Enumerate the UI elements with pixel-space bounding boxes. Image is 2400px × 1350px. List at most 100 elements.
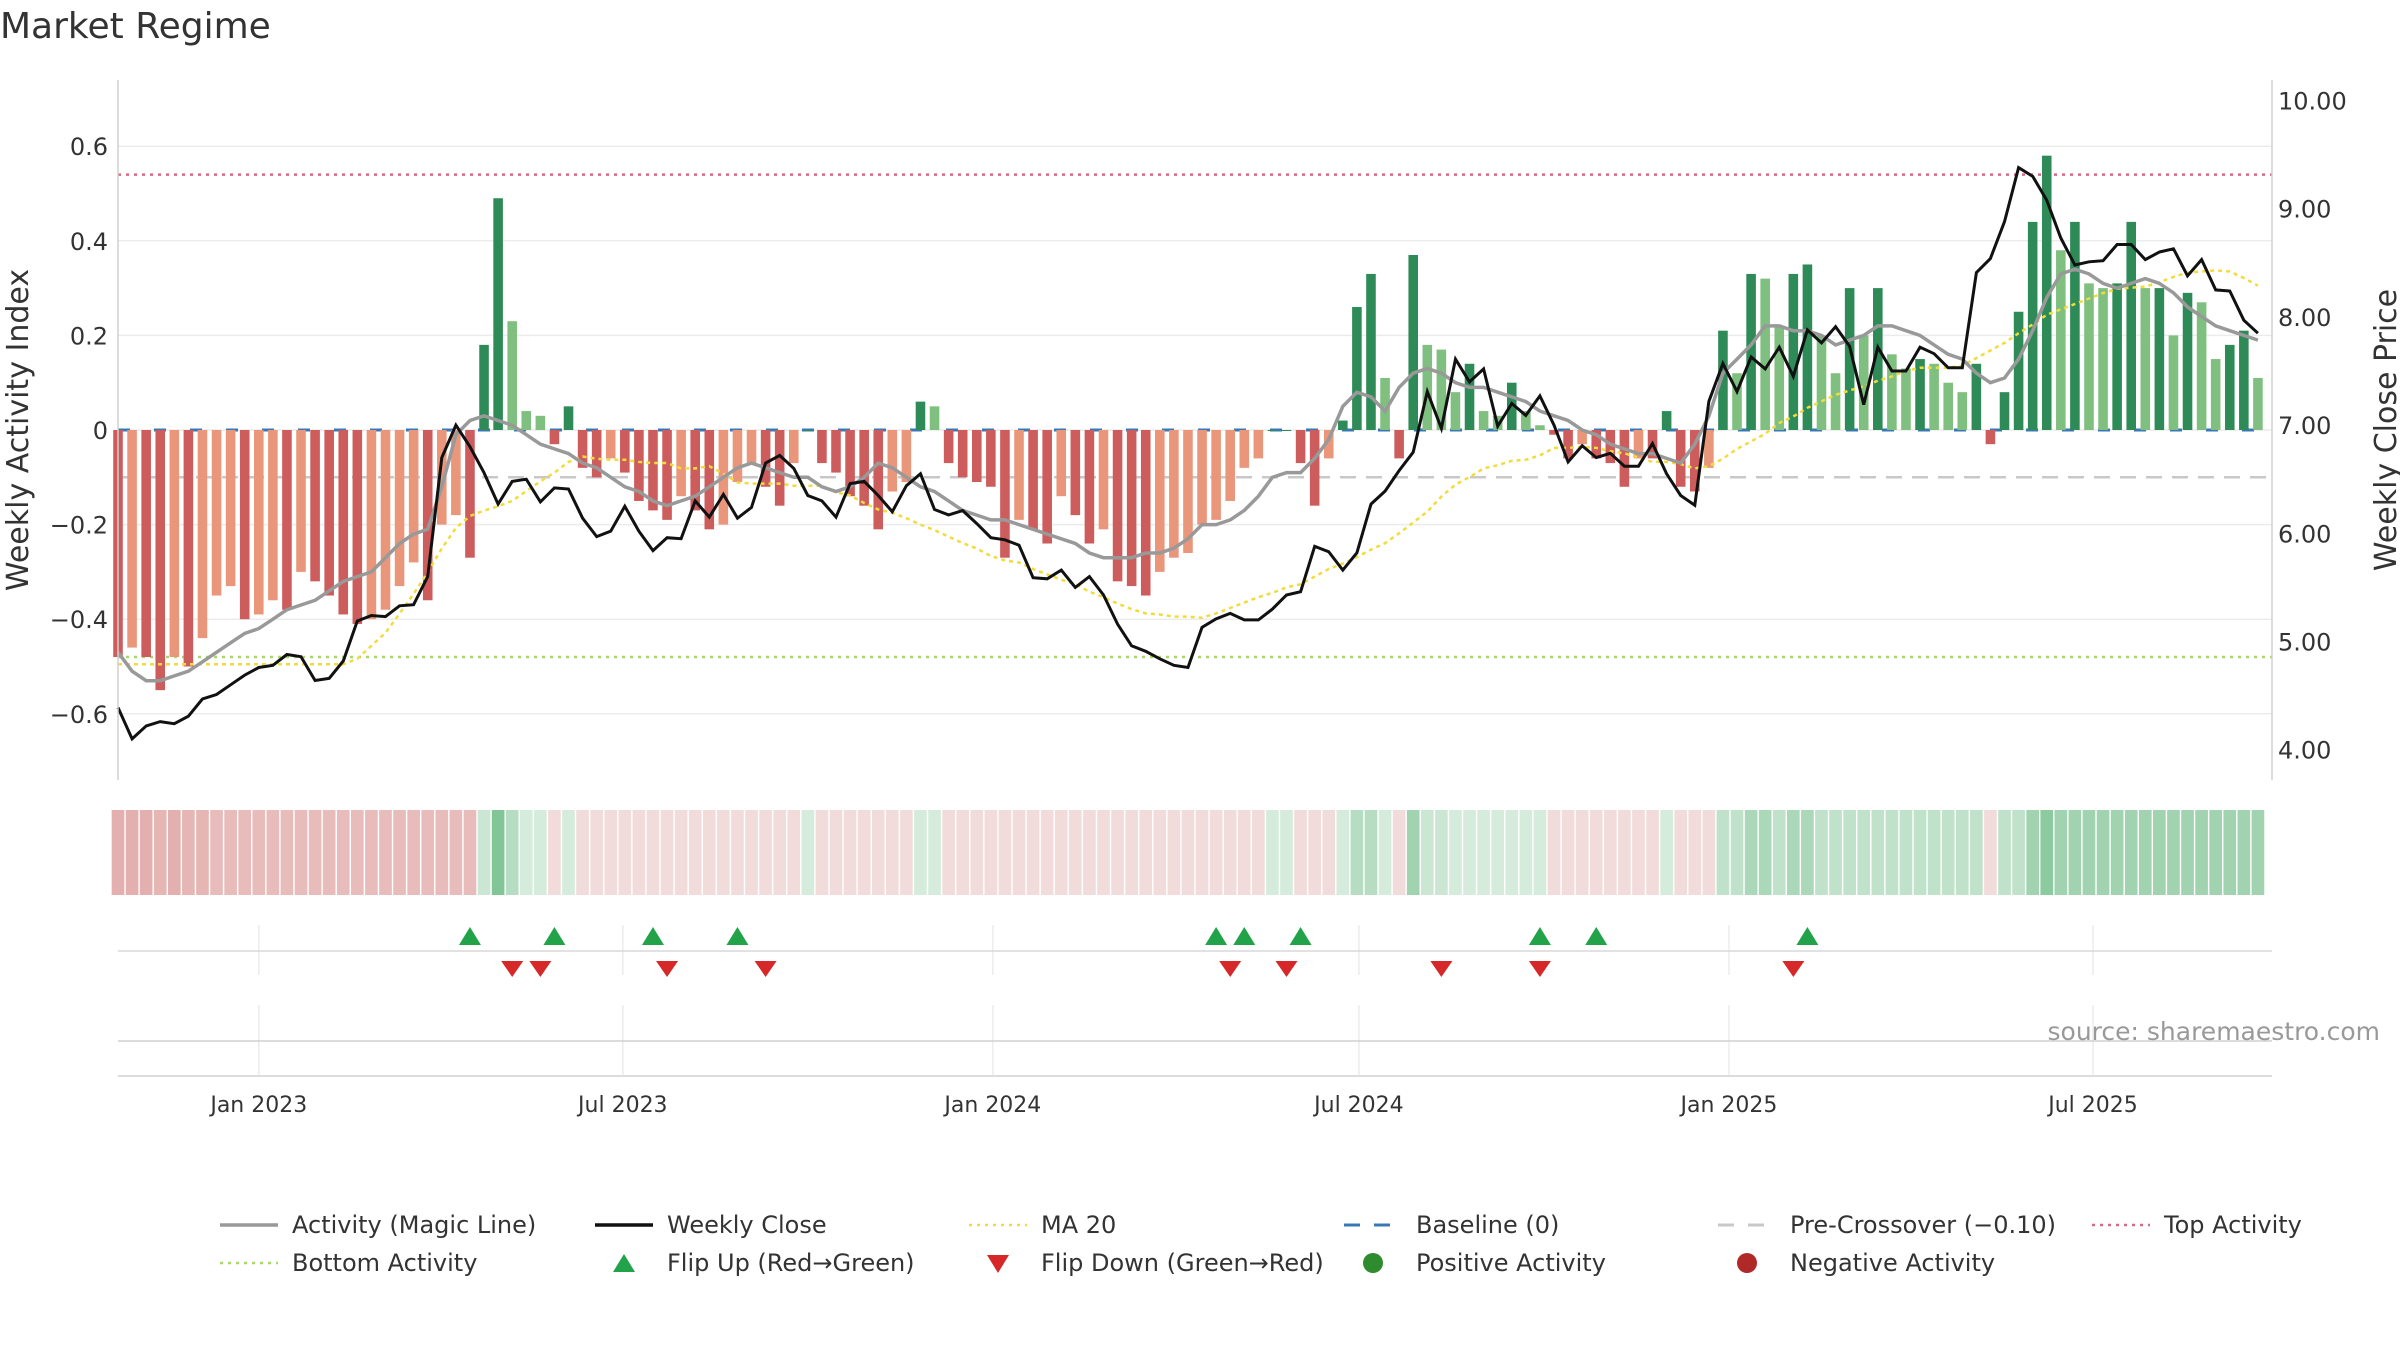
regime-strip-cell [1561, 810, 1575, 895]
source-note: source: sharemaestro.com [2048, 1017, 2381, 1046]
activity-bar [1689, 430, 1700, 492]
regime-strip-cell [393, 810, 406, 895]
activity-bar [380, 430, 391, 610]
activity-bar [1915, 359, 1925, 430]
activity-bar [1112, 430, 1123, 582]
regime-strip [111, 810, 2265, 895]
activity-bar [465, 430, 475, 558]
regime-strip-cell [2223, 810, 2237, 895]
activity-bar [704, 430, 715, 530]
activity-bar [127, 430, 137, 648]
flip-down-marker [1219, 961, 1242, 977]
activity-bar [310, 430, 320, 582]
series-lines [116, 165, 2259, 742]
activity-bar [1478, 411, 1489, 430]
regime-strip-cell [900, 810, 913, 895]
regime-strip-cell [2082, 810, 2096, 895]
regime-strip-cell [111, 810, 125, 895]
activity-bar [1633, 430, 1644, 459]
activity-bar [1901, 368, 1911, 430]
activity-bar [2140, 288, 2151, 430]
regime-strip-cell [1899, 810, 1913, 895]
regime-strip-cell [2124, 810, 2138, 895]
regime-strip-cell [618, 810, 632, 895]
regime-strip-cell [1660, 810, 1673, 895]
regime-strip-cell [1012, 810, 1026, 895]
regime-strip-cell [1955, 810, 1969, 895]
regime-strip-cell [759, 810, 772, 895]
activity-bar [845, 430, 855, 497]
activity-bar [268, 430, 278, 601]
regime-strip-cell [632, 810, 646, 895]
activity-bar [2239, 330, 2249, 430]
regime-strip-cell [1970, 810, 1983, 895]
activity-bar [817, 430, 827, 464]
activity-bar [408, 430, 419, 563]
activity-bar [1999, 392, 2010, 430]
legend-item: Pre-Crossover (−0.10) [1718, 1211, 2056, 1239]
activity-bar [211, 430, 222, 596]
activity-bar [1352, 307, 1362, 430]
regime-strip-cell [2068, 810, 2082, 895]
regime-strip-cell [519, 810, 533, 895]
activity-bar [2253, 377, 2263, 430]
activity-bar [352, 430, 363, 624]
legend-label: Pre-Crossover (−0.10) [1790, 1211, 2056, 1239]
regime-strip-cell [1209, 810, 1223, 895]
activity-bar [1450, 392, 1461, 430]
regime-strip-cell [857, 810, 871, 895]
activity-bar [620, 430, 630, 473]
regime-strip-cell [435, 810, 449, 895]
regime-strip-cell [1125, 810, 1138, 895]
x-tick-label: Jul 2025 [2046, 1093, 2138, 1118]
activity-bar [1140, 430, 1151, 596]
legend-label: Negative Activity [1790, 1249, 1995, 1277]
regime-strip-cell [590, 810, 604, 895]
circle-icon [1363, 1253, 1383, 1273]
regime-strip-cell [773, 810, 787, 895]
flip-down-marker [1528, 961, 1551, 977]
y2-tick-label: 9.00 [2278, 196, 2331, 224]
regime-strip-cell [252, 810, 266, 895]
regime-strip-cell [2110, 810, 2124, 895]
activity-bar [2182, 292, 2193, 430]
regime-strip-cell [1885, 810, 1899, 895]
activity-bar [591, 430, 602, 478]
x-tick-label: Jan 2025 [1679, 1093, 1778, 1118]
legend-item: Flip Down (Green→Red) [987, 1249, 1324, 1277]
regime-strip-cell [1603, 810, 1617, 895]
activity-bar [183, 430, 194, 667]
activity-bar [971, 430, 982, 483]
regime-strip-cell [2040, 810, 2054, 895]
regime-strip-cell [322, 810, 336, 895]
activity-bar [1943, 382, 1953, 430]
regime-strip-cell [942, 810, 955, 895]
regime-strip-cell [2153, 810, 2166, 895]
regime-strip-cell [1223, 810, 1237, 895]
activity-bar [1830, 373, 1841, 430]
activity-bar [2041, 155, 2052, 431]
regime-strip-cell [1167, 810, 1181, 895]
activity-bar [929, 406, 940, 430]
regime-strip-cell [280, 810, 294, 895]
activity-bar [2126, 221, 2137, 430]
activity-bar [1605, 430, 1616, 464]
activity-bar [1887, 354, 1897, 430]
activity-bar [1239, 430, 1250, 468]
activity-bar [1309, 430, 1320, 506]
activity-bar [1323, 430, 1334, 459]
y-tick-label: 0 [93, 417, 108, 445]
regime-strip-cell [407, 810, 420, 895]
regime-strip-cell [294, 810, 308, 895]
activity-bar [549, 430, 560, 445]
activity-bar [479, 344, 489, 430]
regime-strip-cell [984, 810, 998, 895]
regime-strip-cell [1927, 810, 1941, 895]
flip-down-marker [754, 961, 777, 977]
legend-label: Bottom Activity [292, 1249, 477, 1277]
activity-bar [437, 430, 447, 525]
activity-bar [282, 430, 292, 610]
activity-bar [1267, 430, 1278, 431]
regime-strip-cell [1378, 810, 1392, 895]
